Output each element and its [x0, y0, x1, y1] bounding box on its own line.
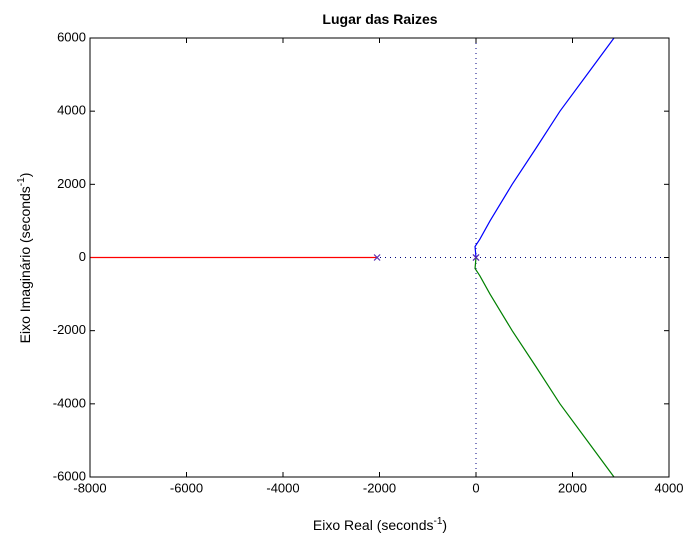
chart-title: Lugar das Raizes [322, 11, 437, 27]
y-tick-label: -6000 [53, 468, 86, 483]
x-tick-label: 2000 [558, 480, 587, 495]
y-tick-label: 0 [79, 249, 86, 264]
locus-line [474, 257, 615, 478]
y-tick-label: -2000 [53, 322, 86, 337]
y-label-main: Eixo Imaginário (seconds [17, 186, 33, 343]
x-label-end: ) [442, 517, 447, 533]
x-tick-label: 4000 [655, 480, 684, 495]
y-label-end: ) [17, 173, 33, 178]
y-tick-label: 4000 [57, 103, 86, 118]
x-axis-label: Eixo Real (seconds-1) [313, 516, 447, 533]
x-tick-label: -6000 [170, 480, 203, 495]
y-axis-label: Eixo Imaginário (seconds-1) [16, 173, 33, 344]
x-tick-label: -4000 [266, 480, 299, 495]
y-tick-label: -4000 [53, 395, 86, 410]
pole-marker [472, 254, 480, 261]
x-tick-label: -2000 [363, 480, 396, 495]
y-tick-label: 6000 [57, 29, 86, 44]
plot-frame [89, 37, 670, 478]
x-label-main: Eixo Real (seconds [313, 517, 434, 533]
x-tick-label: 0 [472, 480, 479, 495]
locus-line [474, 37, 615, 258]
pole-marker [373, 254, 381, 261]
x-label-sup: -1 [434, 516, 443, 527]
y-label-sup: -1 [16, 177, 27, 186]
y-tick-label: 2000 [57, 176, 86, 191]
x-tick-label: -8000 [73, 480, 106, 495]
